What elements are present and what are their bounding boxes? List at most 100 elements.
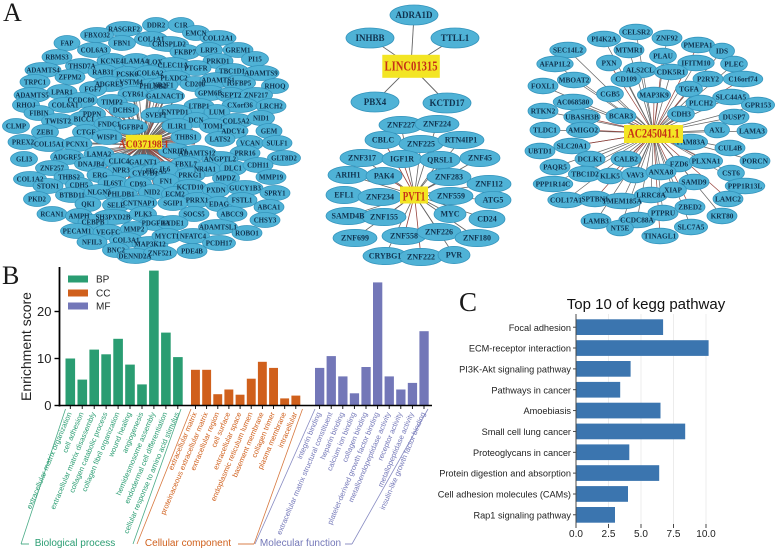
svg-text:AC037198.1: AC037198.1 xyxy=(119,139,169,150)
svg-text:FOXL1: FOXL1 xyxy=(531,82,555,91)
svg-text:KCTD17: KCTD17 xyxy=(429,98,465,108)
svg-text:LTBP1: LTBP1 xyxy=(189,103,210,110)
svg-text:ATG5: ATG5 xyxy=(483,196,504,205)
svg-text:LAMA4: LAMA4 xyxy=(124,58,149,65)
svg-text:NID2: NID2 xyxy=(144,189,161,196)
svg-text:Cell adhesion molecules (CAMs): Cell adhesion molecules (CAMs) xyxy=(438,490,571,500)
svg-text:KLK5: KLK5 xyxy=(600,172,620,181)
svg-text:SYDE1: SYDE1 xyxy=(162,220,184,227)
svg-text:STON1: STON1 xyxy=(37,183,60,190)
svg-text:NFATC4: NFATC4 xyxy=(180,233,207,240)
svg-text:FBXO32: FBXO32 xyxy=(84,32,111,39)
svg-text:ZNF317: ZNF317 xyxy=(348,154,376,163)
svg-text:PAK4: PAK4 xyxy=(374,172,394,181)
svg-text:KCTD10: KCTD10 xyxy=(177,184,204,191)
svg-text:PRKG1: PRKG1 xyxy=(178,172,202,179)
svg-text:RAB31: RAB31 xyxy=(92,69,114,76)
svg-text:SGIP1: SGIP1 xyxy=(163,200,183,207)
svg-text:ADCY4: ADCY4 xyxy=(221,128,245,135)
svg-text:ADGRF5: ADGRF5 xyxy=(53,154,81,161)
svg-text:ZNF699: ZNF699 xyxy=(341,234,369,243)
svg-text:LUM: LUM xyxy=(209,109,226,116)
svg-text:PCDH17: PCDH17 xyxy=(206,240,233,247)
svg-text:CST6: CST6 xyxy=(722,169,740,178)
svg-text:DCHS1: DCHS1 xyxy=(113,107,136,114)
svg-text:SLC20A1: SLC20A1 xyxy=(557,142,588,151)
svg-text:CDH5: CDH5 xyxy=(70,182,89,189)
svg-text:Focal adhesion: Focal adhesion xyxy=(509,323,571,333)
svg-text:SLC7A5: SLC7A5 xyxy=(678,223,705,232)
svg-text:2.5: 2.5 xyxy=(602,529,616,540)
svg-text:ADAMTSL1: ADAMTSL1 xyxy=(199,224,237,231)
svg-text:PLCH2: PLCH2 xyxy=(689,99,713,108)
svg-text:IGFBP5: IGFBP5 xyxy=(227,80,252,87)
svg-text:IL6: IL6 xyxy=(160,166,171,173)
svg-text:DDR2: DDR2 xyxy=(147,22,166,29)
svg-text:ZNF217: ZNF217 xyxy=(244,92,269,99)
svg-text:FGF7: FGF7 xyxy=(84,86,102,93)
svg-text:Amoebiasis: Amoebiasis xyxy=(524,406,572,416)
svg-text:TBC1D1: TBC1D1 xyxy=(219,68,246,75)
svg-text:CHSY3: CHSY3 xyxy=(254,217,277,224)
svg-text:COL1A1: COL1A1 xyxy=(138,36,165,43)
svg-text:FBXL7: FBXL7 xyxy=(175,161,197,168)
svg-text:SVEP1: SVEP1 xyxy=(145,112,167,119)
svg-text:PDE4B: PDE4B xyxy=(181,248,203,255)
svg-text:ZNF155: ZNF155 xyxy=(370,213,398,222)
svg-text:ADGRE5: ADGRE5 xyxy=(95,81,124,88)
svg-text:PI15: PI15 xyxy=(248,56,262,63)
svg-text:COL3A1: COL3A1 xyxy=(113,237,140,244)
svg-text:MYC: MYC xyxy=(440,210,459,219)
svg-text:ZNF226: ZNF226 xyxy=(425,228,453,237)
svg-text:COL5A2: COL5A2 xyxy=(223,118,250,125)
svg-text:B: B xyxy=(2,261,19,290)
svg-text:Proteoglycans in cancer: Proteoglycans in cancer xyxy=(473,448,571,458)
svg-text:DCLK1: DCLK1 xyxy=(578,155,603,164)
svg-text:AMPH: AMPH xyxy=(68,213,90,220)
svg-text:COL6A1: COL6A1 xyxy=(52,102,79,109)
svg-text:CCDC88A: CCDC88A xyxy=(620,216,654,225)
svg-text:PORCN: PORCN xyxy=(742,157,769,166)
svg-text:PLK3: PLK3 xyxy=(134,211,152,218)
svg-text:MMP19: MMP19 xyxy=(259,174,284,181)
svg-text:20: 20 xyxy=(37,304,51,319)
svg-text:PVT1: PVT1 xyxy=(403,189,426,203)
svg-text:ZEB1: ZEB1 xyxy=(36,129,54,136)
svg-text:ECM-receptor interaction: ECM-receptor interaction xyxy=(469,344,571,354)
svg-text:FIBIN: FIBIN xyxy=(29,110,48,117)
svg-text:ZNF224: ZNF224 xyxy=(423,120,451,129)
svg-text:Top 10 of kegg pathway: Top 10 of kegg pathway xyxy=(567,296,726,313)
svg-text:LAMA3: LAMA3 xyxy=(739,127,765,136)
svg-text:IGFBP4: IGFBP4 xyxy=(119,124,144,131)
svg-text:AC245041.1: AC245041.1 xyxy=(628,127,680,141)
svg-text:GPM6B: GPM6B xyxy=(198,90,223,97)
svg-text:LINC01315: LINC01315 xyxy=(385,60,438,75)
svg-text:GEM: GEM xyxy=(261,128,278,135)
svg-text:SPTBN1: SPTBN1 xyxy=(581,195,609,204)
svg-text:NPR3: NPR3 xyxy=(112,167,130,174)
svg-text:PAQR5: PAQR5 xyxy=(543,163,567,172)
svg-text:ANXA8: ANXA8 xyxy=(649,168,674,177)
svg-text:CNTNAP1: CNTNAP1 xyxy=(123,200,156,207)
svg-text:FNDC1: FNDC1 xyxy=(98,121,121,128)
svg-text:ZNF222: ZNF222 xyxy=(407,253,435,262)
svg-text:PHLDB2: PHLDB2 xyxy=(139,83,167,90)
svg-text:QRSL1: QRSL1 xyxy=(427,156,453,165)
svg-text:P2RY2: P2RY2 xyxy=(697,75,719,84)
svg-text:SAMD4B: SAMD4B xyxy=(332,212,366,221)
svg-text:LPAR1: LPAR1 xyxy=(51,89,73,96)
svg-text:IGF1R: IGF1R xyxy=(390,155,414,164)
svg-text:MBOAT2: MBOAT2 xyxy=(559,76,590,85)
svg-text:GLI3: GLI3 xyxy=(16,156,33,163)
svg-text:BP: BP xyxy=(96,275,110,286)
svg-text:INHBB: INHBB xyxy=(355,33,384,43)
svg-text:LRRC8A: LRRC8A xyxy=(636,191,666,200)
svg-text:MTMR1: MTMR1 xyxy=(615,46,643,55)
svg-text:PBX4: PBX4 xyxy=(364,97,387,107)
svg-text:CD109: CD109 xyxy=(615,75,637,84)
svg-text:NT5E: NT5E xyxy=(611,224,630,233)
svg-text:ITGA5: ITGA5 xyxy=(145,168,167,175)
svg-text:C: C xyxy=(459,287,477,317)
svg-text:PI4K2A: PI4K2A xyxy=(591,35,617,44)
svg-text:LAMA2: LAMA2 xyxy=(87,151,112,158)
